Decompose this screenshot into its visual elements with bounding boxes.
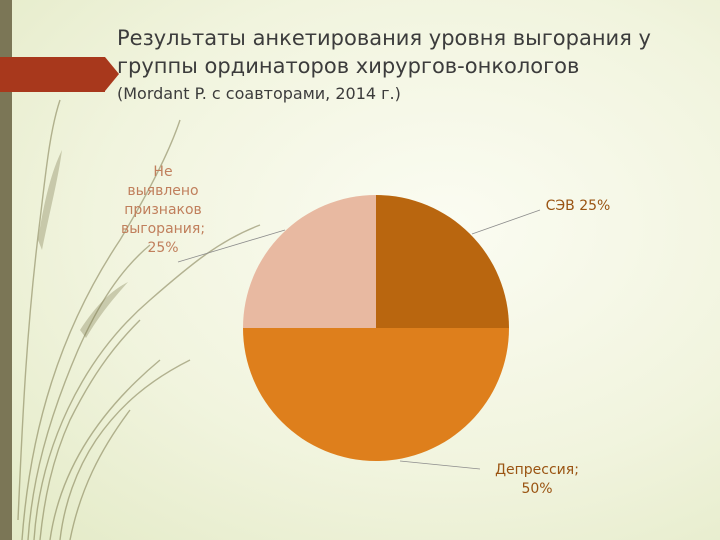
leader-line-1 (471, 209, 541, 235)
leader-line-2 (399, 460, 481, 470)
chart-title: Результаты анкетирования уровня выгорани… (117, 26, 651, 78)
slice-label-1: СЭВ 25% (546, 198, 611, 214)
left-side-bar (0, 0, 12, 540)
pie-slice-1 (376, 195, 509, 328)
pie-slice-3 (243, 195, 376, 328)
leader-line-3 (177, 229, 286, 263)
chart-subtitle: (Mordant P. с соавторами, 2014 г.) (117, 84, 401, 103)
slice-label-2: Депрессия; 50% (495, 462, 579, 497)
slice-label-3: Не выявлено признаков выгорания; 25% (121, 164, 205, 256)
pie-slice-2 (243, 328, 509, 461)
title-accent-tab (0, 57, 119, 92)
